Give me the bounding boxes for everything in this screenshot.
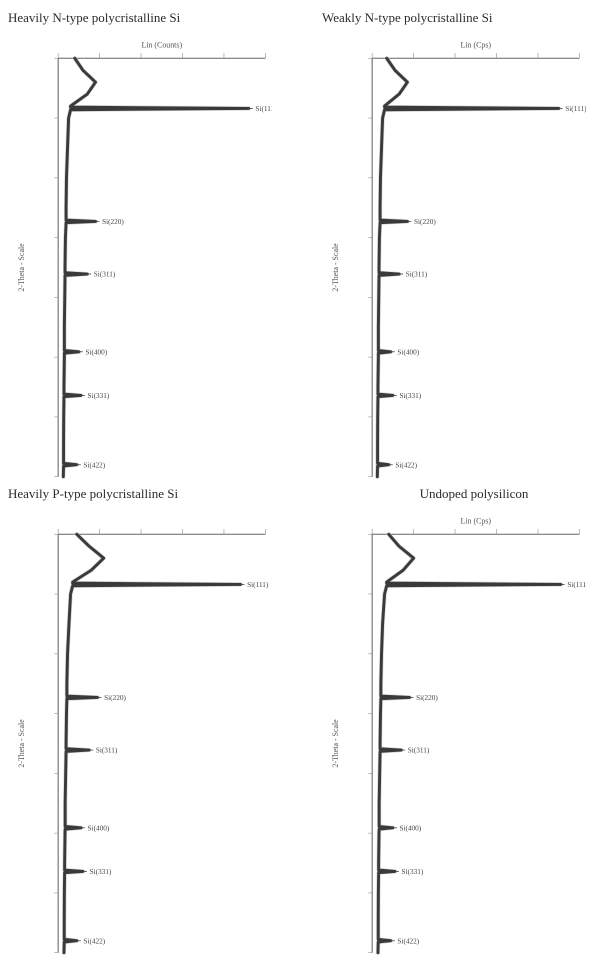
chart: 2-Theta - Scale Si(111) Si(220) Si(311) Si(4… [8, 508, 272, 962]
svg-text:Lin (Counts): Lin (Counts) [141, 41, 182, 50]
panel-heavy-n: Heavily N-type polycristalline Si Lin (C… [8, 10, 272, 486]
xrd-chart-weak-n: Lin (Cps) 2-Theta - Scale Si(111) Si(220) Si… [322, 32, 586, 486]
chart-grid: Heavily N-type polycristalline Si Lin (C… [0, 0, 594, 802]
panel-title: Heavily N-type polycristalline Si [8, 10, 272, 26]
panel-weak-n: Weakly N-type polycristalline Si Lin (Cp… [322, 10, 586, 486]
panel-undoped: Undoped polysilicon Lin (Cps) 2-Theta - S… [322, 486, 586, 962]
svg-text:Si(331): Si(331) [88, 392, 110, 400]
svg-text:2-Theta - Scale: 2-Theta - Scale [17, 719, 26, 768]
svg-text:2-Theta - Scale: 2-Theta - Scale [331, 243, 340, 292]
svg-text:Si(220): Si(220) [416, 694, 438, 702]
svg-text:Si(111): Si(111) [247, 581, 269, 589]
panel-title: Heavily P-type polycristalline Si [8, 486, 272, 502]
svg-text:Si(111): Si(111) [567, 581, 586, 589]
svg-text:Si(311): Si(311) [406, 271, 428, 279]
chart: Lin (Cps) 2-Theta - Scale Si(111) Si(220) Si… [322, 508, 586, 962]
svg-text:Si(400): Si(400) [88, 824, 110, 832]
svg-text:Si(331): Si(331) [90, 868, 112, 876]
svg-text:Lin (Cps): Lin (Cps) [461, 41, 492, 50]
chart: Lin (Counts) 2-Theta - Scale Si(111) Si(220… [8, 32, 272, 486]
svg-text:Si(422): Si(422) [397, 937, 419, 945]
svg-text:Lin (Cps): Lin (Cps) [461, 516, 492, 525]
svg-text:Si(111): Si(111) [255, 105, 272, 113]
xrd-chart-heavy-p: 2-Theta - Scale Si(111) Si(220) Si(311) Si(4… [8, 508, 272, 962]
svg-text:Si(331): Si(331) [402, 868, 424, 876]
svg-text:Si(422): Si(422) [83, 461, 105, 469]
svg-text:Si(311): Si(311) [96, 746, 118, 754]
svg-text:Si(400): Si(400) [397, 348, 419, 356]
svg-text:Si(311): Si(311) [94, 271, 116, 279]
panel-heavy-p: Heavily P-type polycristalline Si 2-Thet… [8, 486, 272, 962]
svg-text:2-Theta - Scale: 2-Theta - Scale [17, 243, 26, 292]
chart: Lin (Cps) 2-Theta - Scale Si(111) Si(220) Si… [322, 32, 586, 486]
svg-text:Si(111): Si(111) [565, 105, 586, 113]
svg-text:2-Theta - Scale: 2-Theta - Scale [331, 719, 340, 768]
svg-text:Si(422): Si(422) [395, 461, 417, 469]
svg-text:Si(220): Si(220) [414, 218, 436, 226]
svg-text:Si(220): Si(220) [104, 694, 126, 702]
panel-title: Weakly N-type polycristalline Si [322, 10, 586, 26]
panel-title: Undoped polysilicon [322, 486, 586, 502]
svg-text:Si(400): Si(400) [399, 824, 421, 832]
svg-text:Si(220): Si(220) [102, 218, 124, 226]
svg-text:Si(400): Si(400) [85, 348, 107, 356]
xrd-chart-undoped: Lin (Cps) 2-Theta - Scale Si(111) Si(220) Si… [322, 508, 586, 962]
svg-text:Si(331): Si(331) [399, 392, 421, 400]
svg-text:Si(311): Si(311) [408, 746, 430, 754]
xrd-chart-heavy-n: Lin (Counts) 2-Theta - Scale Si(111) Si(220… [8, 32, 272, 486]
svg-text:Si(422): Si(422) [83, 937, 105, 945]
